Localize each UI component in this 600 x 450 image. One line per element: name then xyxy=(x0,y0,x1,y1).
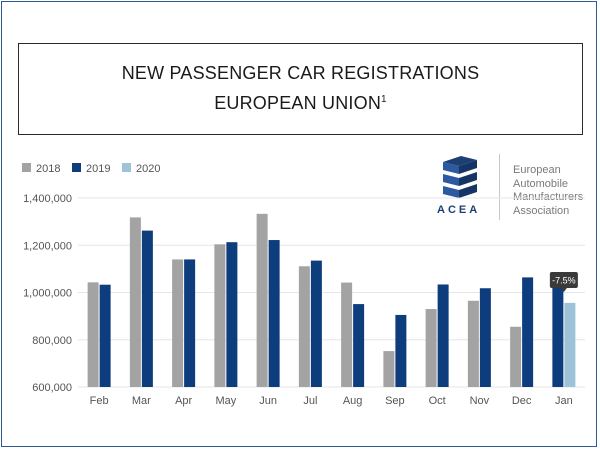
y-tick-label: 600,000 xyxy=(32,382,72,394)
bar-2019-nov xyxy=(479,288,491,387)
bar-2018-jun xyxy=(256,213,268,387)
annotation-pointer xyxy=(560,288,567,292)
bar-2018-apr xyxy=(172,259,184,387)
bar-2019-apr xyxy=(184,259,196,387)
title-box: NEW PASSENGER CAR REGISTRATIONS EUROPEAN… xyxy=(18,43,583,135)
annotation-label: -7.5% xyxy=(552,276,576,286)
acea-logo-icon xyxy=(443,156,477,198)
x-tick-label: Aug xyxy=(343,395,363,407)
bar-2019-sep xyxy=(395,314,407,387)
x-tick-label: Dec xyxy=(512,395,532,407)
x-tick-label: Jan xyxy=(555,395,573,407)
legend-label: 2019 xyxy=(86,163,110,175)
acea-name-line: Automobile xyxy=(513,177,569,190)
x-tick-label: Mar xyxy=(132,395,151,407)
bar-2018-dec xyxy=(510,326,522,387)
x-tick-label: May xyxy=(215,395,236,407)
bar-2018-jul xyxy=(298,266,310,387)
legend-label: 2018 xyxy=(36,163,60,175)
x-tick-label: Feb xyxy=(90,395,109,407)
bar-2020-jan xyxy=(564,302,576,387)
bar-2019-dec xyxy=(522,277,534,387)
x-tick-label: Jun xyxy=(259,395,277,407)
bar-2019-jul xyxy=(310,260,322,387)
legend-label: 2020 xyxy=(136,163,160,175)
bar-2019-may xyxy=(226,242,238,387)
y-tick-label: 1,400,000 xyxy=(23,193,72,205)
bar-2019-feb xyxy=(99,284,111,387)
acea-name-line: European xyxy=(513,164,561,176)
annotation-bubble xyxy=(549,272,578,288)
x-tick-label: Oct xyxy=(429,395,446,407)
bar-2018-may xyxy=(214,244,226,387)
bar-2018-feb xyxy=(87,282,99,387)
acea-logo: ACEA European Automobile Manufacturers A… xyxy=(433,152,598,222)
x-tick-label: Nov xyxy=(470,395,490,407)
title-line-1: NEW PASSENGER CAR REGISTRATIONS xyxy=(121,63,480,83)
bar-2018-mar xyxy=(129,217,141,387)
acea-abbrev: ACEA xyxy=(437,204,481,216)
bar-2018-sep xyxy=(383,351,395,387)
x-tick-label: Apr xyxy=(175,395,192,407)
legend-swatch xyxy=(22,163,31,172)
bar-2019-jan xyxy=(552,284,564,387)
title-line-2: EUROPEAN UNION1 xyxy=(19,93,582,114)
bar-2018-aug xyxy=(341,282,353,387)
x-tick-label: Sep xyxy=(385,395,405,407)
bar-2018-nov xyxy=(467,300,479,387)
x-tick-label: Jul xyxy=(303,395,317,407)
y-tick-label: 1,200,000 xyxy=(23,240,72,252)
logo-separator xyxy=(499,154,500,220)
legend-swatch xyxy=(122,163,131,172)
title-line-2-text: EUROPEAN UNION xyxy=(214,93,382,113)
bar-2019-jun xyxy=(268,240,280,387)
bar-2019-mar xyxy=(141,230,153,387)
y-tick-label: 800,000 xyxy=(32,335,72,347)
y-tick-label: 1,000,000 xyxy=(23,288,72,300)
acea-name-line: Manufacturers xyxy=(513,191,584,203)
acea-full-name: European Automobile Manufacturers Associ… xyxy=(513,164,600,218)
bar-2018-oct xyxy=(425,309,437,387)
bar-2019-oct xyxy=(437,284,449,387)
title-footnote-mark: 1 xyxy=(381,94,387,105)
bar-2019-aug xyxy=(353,304,365,387)
legend-swatch xyxy=(72,163,81,172)
acea-name-line: Association xyxy=(513,204,570,217)
